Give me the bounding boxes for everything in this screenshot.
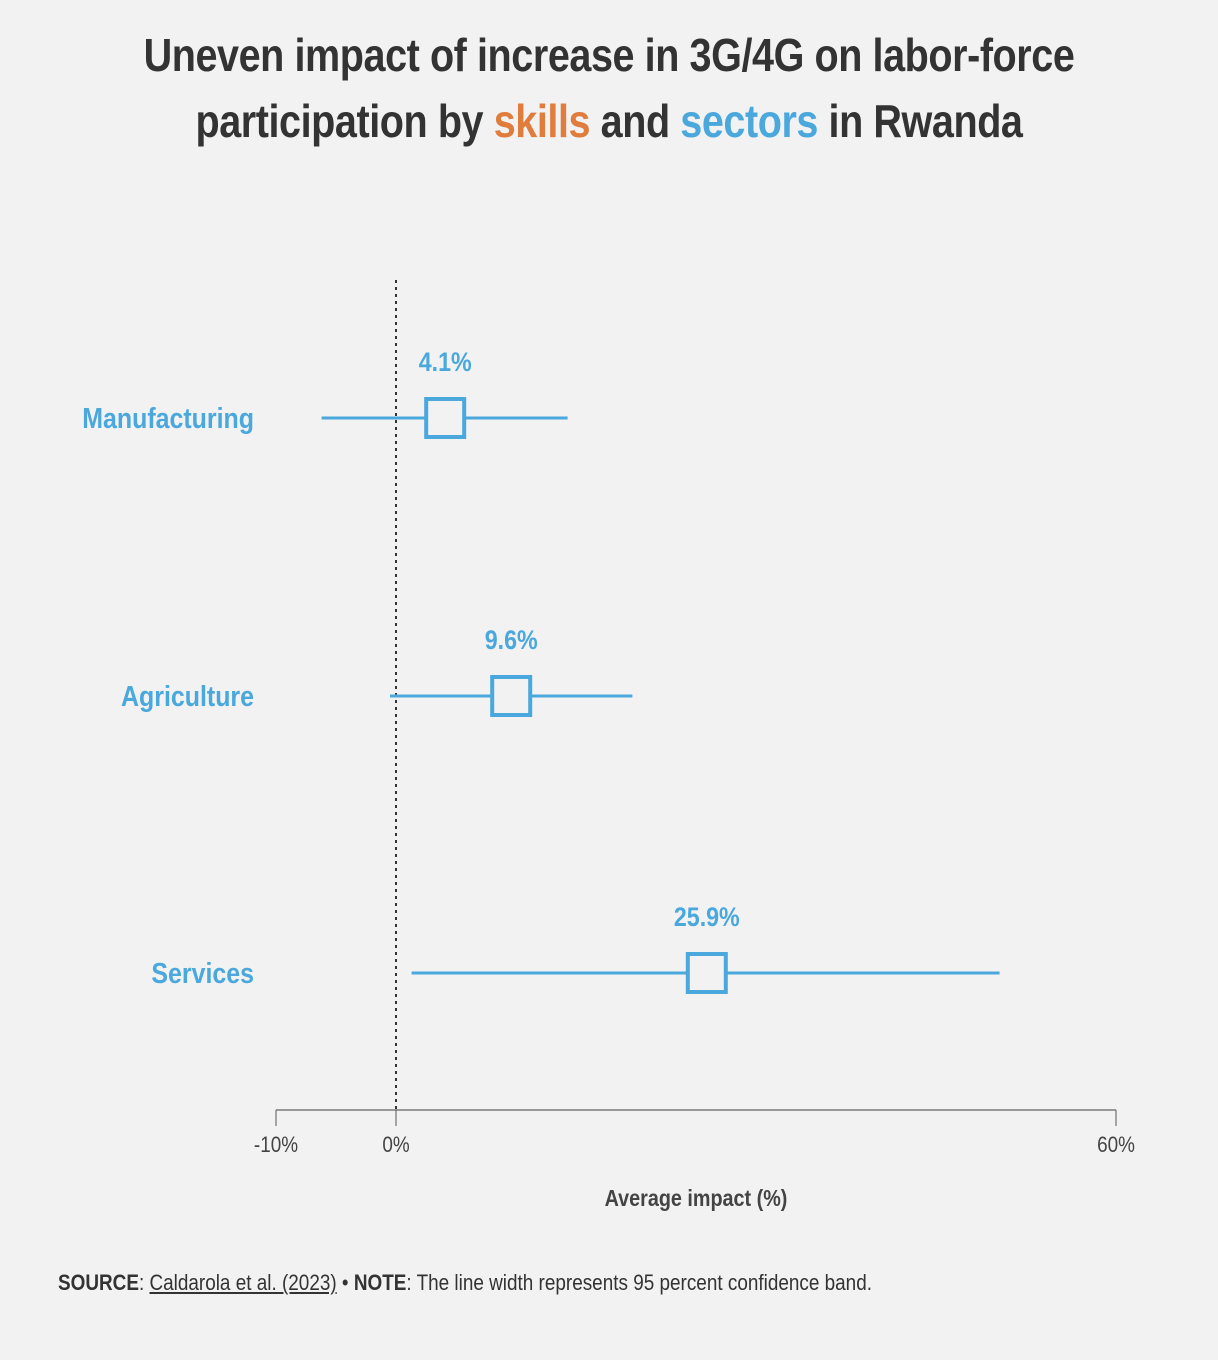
chart-title: Uneven impact of increase in 3G/4G on la… xyxy=(137,22,1081,154)
point-estimate-manufacturing xyxy=(424,397,467,439)
footer-bullet: • xyxy=(336,1270,354,1295)
category-label-agriculture: Agriculture xyxy=(121,680,254,712)
category-label-manufacturing: Manufacturing xyxy=(82,402,254,434)
footer: SOURCE: Caldarola et al. (2023) • NOTE: … xyxy=(58,1270,872,1295)
title-part-3: in Rwanda xyxy=(817,95,1023,147)
x-tick-label: -10% xyxy=(254,1133,298,1158)
forest-plot: -10% 0% 60% Average impact (%) Manufacturing… xyxy=(82,280,1135,1212)
x-axis-title: Average impact (%) xyxy=(605,1186,788,1212)
point-estimate-agriculture xyxy=(490,675,533,717)
category-label-services: Services xyxy=(151,957,254,989)
data-label-agriculture: 9.6% xyxy=(485,625,538,655)
x-tick-label: 0% xyxy=(382,1133,409,1158)
note-label: NOTE xyxy=(353,1270,407,1295)
note-text: : The line width represents 95 percent c… xyxy=(406,1270,872,1295)
title-skills: skills xyxy=(493,95,591,147)
data-label-manufacturing: 4.1% xyxy=(419,347,472,377)
x-tick-label: 60% xyxy=(1097,1133,1135,1158)
source-label: SOURCE xyxy=(58,1270,139,1295)
title-sectors: sectors xyxy=(680,95,818,147)
source-link[interactable]: Caldarola et al. (2023) xyxy=(149,1270,337,1295)
title-part-1: Uneven impact of increase in 3G/4G on la… xyxy=(143,29,1075,147)
data-label-services: 25.9% xyxy=(674,902,740,932)
title-part-2: and xyxy=(590,95,681,147)
point-estimate-services xyxy=(685,952,728,994)
